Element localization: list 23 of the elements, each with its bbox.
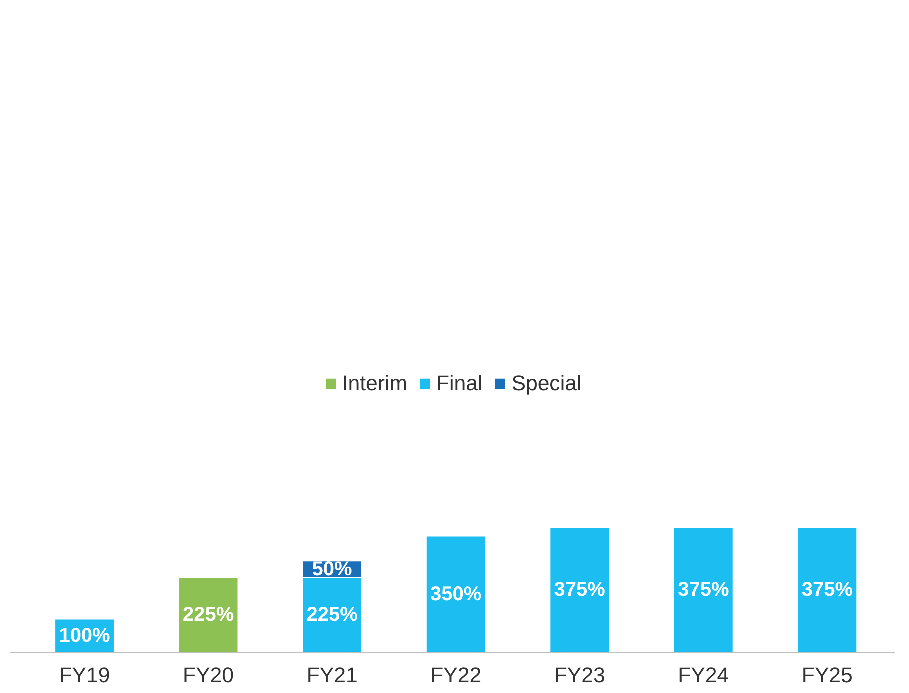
x-tick-label: FY21 [306,664,358,688]
bar [797,527,858,652]
data-label: 350% [430,583,482,606]
x-tick-label: FY20 [183,664,234,688]
data-label: 225% [182,604,234,626]
legend-label: Special [512,371,582,396]
x-tick-label: FY22 [430,664,482,688]
legend-label: Final [436,371,483,396]
x-tick-label: FY24 [678,664,730,688]
x-tick-label: FY19 [59,664,110,688]
legend-label: Interim [342,371,408,396]
bar [426,536,486,652]
data-label: 225% [306,604,358,626]
bar [673,527,734,652]
data-label: 375% [802,579,854,602]
x-tick-label: FY25 [802,664,853,688]
data-label: 100% [59,624,111,647]
data-label: 375% [554,579,606,602]
bar [550,527,610,652]
data-label: 50% [312,558,353,580]
x-tick-label: FY23 [554,664,606,688]
data-label: 375% [678,579,730,602]
bar [178,577,239,652]
